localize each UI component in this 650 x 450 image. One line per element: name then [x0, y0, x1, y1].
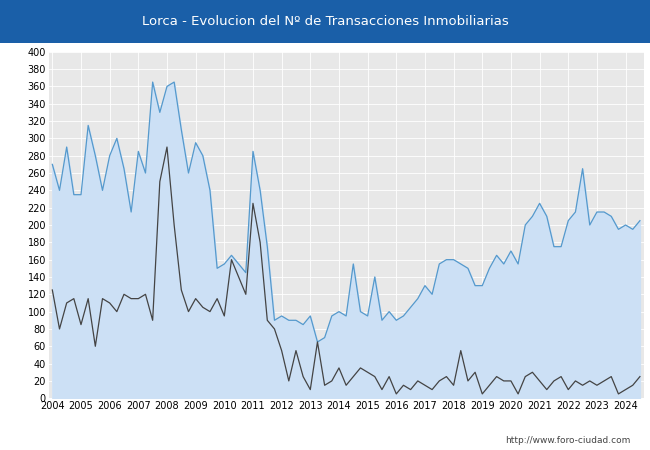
Text: Lorca - Evolucion del Nº de Transacciones Inmobiliarias: Lorca - Evolucion del Nº de Transaccione…	[142, 15, 508, 28]
Text: http://www.foro-ciudad.com: http://www.foro-ciudad.com	[505, 436, 630, 445]
